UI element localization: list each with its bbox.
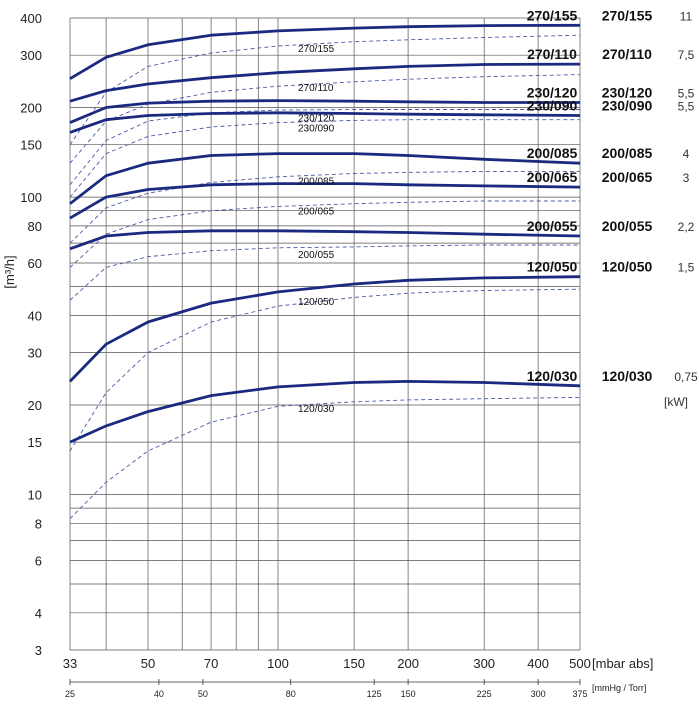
kw-value: 4: [683, 147, 690, 161]
kw-value: 5,5: [678, 87, 695, 101]
solid-curve-120-050: [68, 275, 581, 383]
y-tick-label: 20: [28, 398, 42, 413]
series-label-inner: 270/155: [527, 7, 578, 23]
secondary-tick-label: 80: [286, 689, 296, 699]
solid-curve-200-085: [69, 152, 581, 205]
solid-curves: [68, 23, 581, 444]
y-tick-label: 30: [28, 346, 42, 361]
x-tick-label: 50: [141, 656, 155, 671]
y-axis-ticks: 3 4 6 8 10 15 20 30 40 60 80 100 150 200 300 400: [20, 11, 42, 658]
secondary-tick-label: 125: [367, 689, 382, 699]
x-tick-label: 300: [473, 656, 495, 671]
dashed-curve-label: 270/110: [298, 83, 334, 94]
y-tick-label: 80: [28, 219, 42, 234]
y-tick-label: 400: [20, 11, 42, 26]
y-tick-label: 150: [20, 138, 42, 153]
series-label-outer: 200/085: [602, 145, 653, 161]
series-label-inner: 200/055: [527, 218, 578, 234]
dashed-curve-label: 120/030: [298, 404, 335, 415]
kw-value: 2,2: [678, 220, 695, 234]
dashed-curve-200-065: [69, 200, 580, 268]
x-axis-ticks: 33 50 70 100 150 200 300 400 500: [63, 656, 591, 671]
x-tick-label: 150: [343, 656, 365, 671]
dashed-curve-label: 230/120: [298, 114, 335, 125]
dashed-curve-label: 120/050: [298, 297, 335, 308]
secondary-tick-label: 225: [477, 689, 492, 699]
x-tick-label: 200: [397, 656, 419, 671]
y-axis-title: [m³/h]: [2, 255, 17, 288]
secondary-tick-label: 150: [401, 689, 416, 699]
dashed-curve-120-030: [69, 396, 581, 519]
solid-curve-230-120: [69, 99, 580, 124]
solid-curve-270-155: [69, 23, 581, 80]
series-label-outer: 230/090: [602, 98, 653, 114]
x-tick-label: 33: [63, 656, 77, 671]
series-label-inner: 200/085: [527, 145, 578, 161]
solid-curve-270-110: [69, 62, 581, 103]
kw-value: 5,5: [678, 100, 695, 114]
dashed-curve-label: 200/065: [298, 206, 335, 217]
dashed-curve-230-090: [69, 119, 580, 198]
y-tick-label: 200: [20, 101, 42, 116]
y-tick-label: 40: [28, 308, 42, 323]
series-label-inner: 120/050: [527, 259, 578, 275]
y-tick-label: 6: [35, 554, 42, 569]
y-tick-label: 60: [28, 256, 42, 271]
y-tick-label: 8: [35, 516, 42, 531]
secondary-tick-label: 375: [572, 689, 587, 699]
kw-value: 0,75: [674, 370, 698, 384]
y-tick-label: 15: [28, 435, 42, 450]
dashed-curve-270-110: [69, 74, 581, 164]
dashed-curve-230-120: [69, 109, 580, 186]
y-tick-label: 300: [20, 48, 42, 63]
solid-curve-200-055: [69, 229, 581, 251]
y-tick-label: 100: [20, 190, 42, 205]
kw-value: 11: [680, 9, 693, 23]
dashed-curve-120-050: [69, 288, 581, 452]
dashed-curve-label: 200/085: [298, 176, 335, 187]
x-tick-label: 400: [527, 656, 549, 671]
series-label-outer: 270/110: [602, 46, 652, 62]
kw-value: 3: [683, 171, 690, 185]
series-label-outer: 270/155: [602, 7, 653, 23]
series-labels: 270/155 270/155 11 270/155 270/110 270/110 7,5…: [298, 7, 698, 415]
series-label-inner: 200/065: [527, 169, 578, 185]
series-label-inner: 230/090: [527, 98, 578, 114]
secondary-tick-label: 50: [198, 689, 208, 699]
y-tick-label: 4: [35, 606, 42, 621]
x-tick-label: 70: [204, 656, 218, 671]
series-label-outer: 120/050: [602, 259, 653, 275]
dashed-curve-200-085: [69, 170, 580, 244]
secondary-tick-label: 40: [154, 689, 164, 699]
series-label-outer: 200/065: [602, 169, 653, 185]
secondary-tick-label: 25: [65, 689, 75, 699]
dashed-curves: [69, 34, 581, 519]
solid-curve-120-030: [69, 380, 581, 444]
kw-value: 7,5: [678, 48, 695, 62]
dashed-curve-200-055: [69, 244, 580, 301]
dashed-curve-label: 200/055: [298, 250, 335, 261]
series-label-outer: 230/120: [602, 85, 653, 101]
secondary-tick-label: 300: [531, 689, 546, 699]
series-label-inner: 120/030: [527, 368, 578, 384]
solid-curve-230-090: [69, 111, 581, 134]
series-label-outer: 200/055: [602, 218, 653, 234]
secondary-x-axis-title: [mmHg / Torr]: [592, 683, 646, 693]
series-label-outer: 120/030: [602, 368, 653, 384]
dashed-curve-label: 270/155: [298, 44, 335, 55]
dashed-curve-270-155: [69, 34, 581, 145]
y-tick-label: 10: [28, 488, 42, 503]
secondary-x-axis-ticks: 25 40 50 80 125 150 225 300 375: [65, 679, 588, 699]
x-tick-label: 500: [569, 656, 591, 671]
y-tick-label: 3: [35, 643, 42, 658]
kw-value: 1,5: [678, 261, 695, 275]
solid-curve-200-065: [69, 182, 581, 220]
kw-unit-label: [kW]: [664, 395, 688, 409]
x-axis-title: [mbar abs]: [592, 656, 653, 671]
dashed-curve-label: 230/090: [298, 124, 335, 135]
series-label-inner: 270/110: [527, 46, 577, 62]
x-tick-label: 100: [267, 656, 289, 671]
series-label-inner: 230/120: [527, 85, 578, 101]
